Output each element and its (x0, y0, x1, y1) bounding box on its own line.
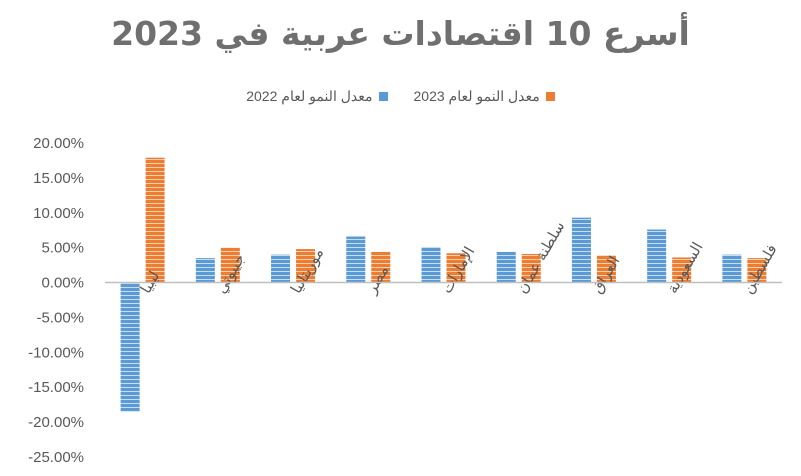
y-tick-label: 10.00% (33, 205, 84, 222)
legend-entry-2023: معدل النمو لعام 2023 (414, 88, 555, 105)
x-category-label: السعودية (663, 239, 707, 297)
bar-2023 (220, 247, 240, 283)
y-tick-label: 20.00% (33, 135, 84, 152)
bar-2022 (421, 246, 441, 283)
legend-label-2023: معدل النمو لعام 2023 (413, 88, 540, 104)
x-category-label: فلسطين (738, 241, 780, 297)
bar-2023 (145, 157, 165, 283)
y-tick-label: 15.00% (33, 170, 84, 187)
legend-swatch-2022 (378, 92, 388, 101)
bar-2023 (296, 249, 316, 283)
y-tick-label: 5.00% (41, 240, 84, 257)
bar-2022 (496, 251, 516, 283)
bar-2022 (346, 236, 366, 283)
y-tick-label: -15.00% (28, 379, 84, 396)
bar-2023 (446, 253, 466, 283)
legend-swatch-2023 (545, 92, 555, 101)
bar-2022 (195, 258, 215, 283)
y-tick-label: -5.00% (36, 309, 84, 326)
bar-2022 (120, 282, 140, 412)
x-category-label: الإمارات (437, 244, 478, 297)
bar-2022 (271, 254, 291, 283)
y-tick-label: -20.00% (28, 414, 84, 431)
x-category-label: جيبوتي (212, 251, 250, 298)
x-category-label: سلطنة عمان (513, 218, 569, 297)
legend-entry-2022: معدل النمو لعام 2022 (246, 88, 388, 105)
bar-2023 (596, 255, 616, 283)
bar-2023 (672, 257, 692, 283)
bar-2023 (521, 253, 541, 283)
bar-2023 (371, 251, 391, 283)
legend: معدل النمو لعام 2023 معدل النمو لعام 202… (0, 88, 801, 105)
chart-title: أسرع 10 اقتصادات عربية في 2023 (111, 14, 690, 53)
y-tick-label: -10.00% (28, 344, 84, 361)
bar-2022 (722, 254, 742, 283)
y-tick-label: 0.00% (41, 275, 84, 292)
bar-2022 (571, 217, 591, 283)
x-category-label: موريتانيا (287, 245, 327, 297)
legend-label-2022: معدل النمو لعام 2022 (246, 88, 373, 104)
y-tick-label: -25.00% (28, 449, 84, 466)
bar-2022 (647, 229, 667, 283)
x-category-label: العراق (588, 253, 624, 297)
bar-2023 (747, 258, 767, 283)
